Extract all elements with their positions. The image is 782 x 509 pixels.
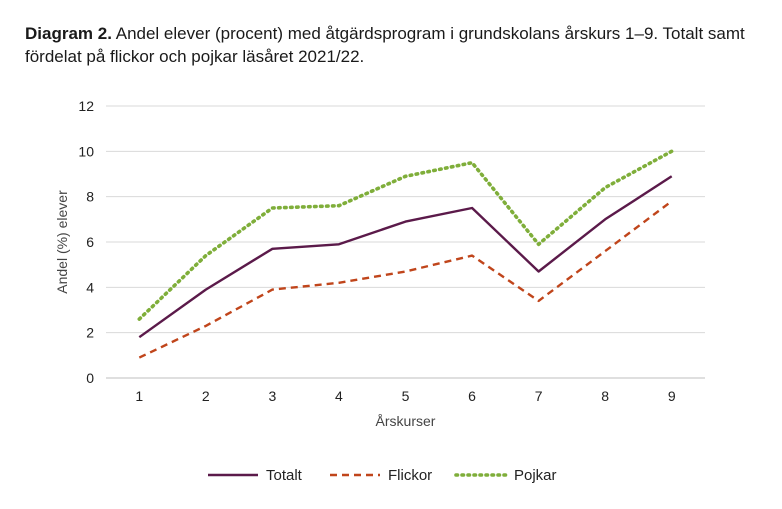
legend: Totalt Flickor Pojkar (208, 467, 557, 484)
x-tick-label: 2 (202, 388, 210, 404)
series-line-totalt (138, 175, 673, 339)
x-tick-label: 4 (335, 388, 343, 404)
gridlines (106, 105, 705, 334)
x-tick-label: 3 (268, 388, 276, 404)
x-axis-ticks: 1 2 3 4 5 6 7 8 9 (135, 388, 675, 404)
chart-title-label: Diagram 2. (25, 24, 112, 43)
y-tick-label: 8 (86, 189, 94, 205)
x-tick-label: 7 (535, 388, 543, 404)
legend-label-flickor: Flickor (388, 467, 432, 484)
x-axis-title: Årskurser (376, 413, 436, 429)
legend-label-pojkar: Pojkar (514, 467, 557, 484)
series-line-flickor (138, 200, 673, 359)
legend-label-totalt: Totalt (266, 467, 303, 484)
y-tick-label: 10 (78, 143, 94, 159)
x-tick-label: 6 (468, 388, 476, 404)
y-tick-label: 12 (78, 98, 94, 114)
x-tick-label: 5 (402, 388, 410, 404)
x-tick-label: 9 (668, 388, 676, 404)
x-tick-label: 8 (601, 388, 609, 404)
y-tick-label: 4 (86, 279, 94, 295)
y-axis-ticks: 0 2 4 6 8 10 12 (78, 98, 94, 386)
y-tick-label: 0 (86, 370, 94, 386)
series-line-pojkar (137, 149, 674, 321)
chart-title-text: Andel elever (procent) med åtgärdsprogra… (25, 24, 745, 66)
y-tick-label: 6 (86, 234, 94, 250)
x-tick-label: 1 (135, 388, 143, 404)
series-lines (137, 149, 674, 359)
y-axis-title: Andel (%) elever (54, 190, 70, 294)
chart-title: Diagram 2. Andel elever (procent) med åt… (25, 22, 765, 68)
y-tick-label: 2 (86, 325, 94, 341)
